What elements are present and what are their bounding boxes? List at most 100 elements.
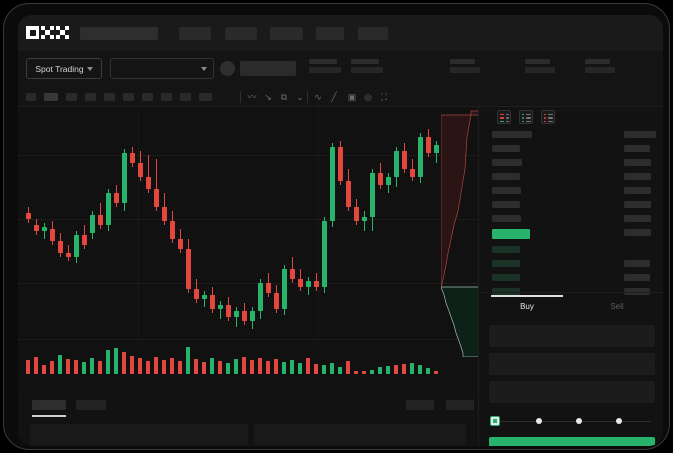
volume-bar bbox=[330, 363, 334, 374]
tab-buy[interactable]: Buy bbox=[520, 302, 534, 311]
pair-coin-icon bbox=[220, 61, 235, 76]
volume-bar bbox=[50, 361, 54, 374]
line-chart-icon[interactable]: 〰 bbox=[247, 92, 257, 102]
indicator-icon[interactable]: ⧉ bbox=[280, 92, 288, 102]
nav-item-markets[interactable] bbox=[225, 27, 257, 40]
submit-buy-button[interactable] bbox=[489, 437, 655, 446]
slider-stop-25[interactable] bbox=[536, 418, 542, 424]
orderbook-price-cell[interactable] bbox=[492, 260, 520, 267]
slider-stop-75[interactable] bbox=[616, 418, 622, 424]
chart-toolbar: 〰 ↘ ⧉ ⌄ ∿ ╱ ▣ ◎ ⛶ bbox=[18, 87, 663, 107]
chevron-down-icon bbox=[201, 66, 207, 71]
orderbook-price-cell[interactable] bbox=[492, 159, 522, 166]
stat-value bbox=[450, 67, 480, 73]
nav-item-web3[interactable] bbox=[316, 27, 344, 40]
volume-bar bbox=[274, 359, 278, 374]
orderbook-price-cell[interactable] bbox=[492, 246, 520, 253]
interval-option-2[interactable] bbox=[66, 93, 77, 101]
tab-open-orders[interactable] bbox=[32, 400, 66, 410]
chevron-down-icon[interactable]: ⌄ bbox=[296, 92, 304, 102]
volume-bar bbox=[210, 358, 214, 374]
toolbar-divider bbox=[240, 91, 241, 103]
volume-bar bbox=[338, 367, 342, 374]
orderbook-size-cell[interactable] bbox=[624, 187, 651, 194]
nav-item-more[interactable] bbox=[358, 27, 388, 40]
active-tab-indicator bbox=[32, 415, 66, 417]
orderbook-price-cell[interactable] bbox=[492, 173, 520, 180]
orderbook-size-cell[interactable] bbox=[624, 201, 651, 208]
orderbook-price-cell[interactable] bbox=[492, 215, 521, 222]
amount-field[interactable] bbox=[489, 353, 655, 375]
candlestick-icon[interactable]: ↘ bbox=[264, 92, 272, 102]
orderbook-rows[interactable] bbox=[479, 129, 663, 309]
orderbook-size-cell[interactable] bbox=[624, 260, 650, 267]
interval-option-9[interactable] bbox=[199, 93, 212, 101]
interval-option-6[interactable] bbox=[142, 93, 153, 101]
orderbook-size-cell[interactable] bbox=[624, 215, 651, 222]
bottom-action-hide[interactable] bbox=[406, 400, 434, 410]
volume-bar bbox=[82, 362, 86, 374]
orderbook-price-cell[interactable] bbox=[492, 288, 520, 295]
interval-option-1[interactable] bbox=[44, 93, 58, 101]
interval-option-8[interactable] bbox=[180, 93, 191, 101]
interval-option-3[interactable] bbox=[85, 93, 96, 101]
interval-option-0[interactable] bbox=[26, 93, 36, 101]
orderbook-bids-icon[interactable] bbox=[519, 110, 533, 124]
bottom-action-cancel-all[interactable] bbox=[446, 400, 474, 410]
amount-slider-handle[interactable] bbox=[490, 416, 500, 426]
settings-icon[interactable]: ◎ bbox=[364, 92, 372, 102]
volume-bar bbox=[58, 355, 62, 374]
interval-option-4[interactable] bbox=[104, 93, 115, 101]
stat-label bbox=[351, 59, 379, 64]
tab-sell[interactable]: Sell bbox=[610, 302, 624, 311]
orderbook-size-cell[interactable] bbox=[624, 229, 651, 236]
orderbook-price-cell[interactable] bbox=[492, 274, 520, 281]
market-type-selector[interactable]: Spot Trading bbox=[26, 58, 102, 79]
total-field[interactable] bbox=[489, 381, 655, 403]
depth-chart-overlay bbox=[441, 110, 478, 357]
orderbook-price-cell[interactable] bbox=[492, 187, 521, 194]
orderbook-size-cell[interactable] bbox=[624, 159, 651, 166]
ruler-icon[interactable]: ╱ bbox=[331, 92, 337, 102]
orderbook-price-cell[interactable] bbox=[492, 201, 520, 208]
nav-item-trade[interactable] bbox=[179, 27, 211, 40]
orderbook-size-cell[interactable] bbox=[624, 145, 650, 152]
orderbook-size-cell[interactable] bbox=[624, 131, 656, 138]
toolbar-divider bbox=[307, 91, 308, 103]
orderbook-current-price[interactable] bbox=[492, 229, 530, 239]
orderbook-size-cell[interactable] bbox=[624, 274, 650, 281]
trading-pair-selector[interactable] bbox=[110, 58, 214, 79]
nav-item-earn[interactable] bbox=[270, 27, 303, 40]
fullscreen-icon[interactable]: ⛶ bbox=[380, 92, 388, 102]
volume-bar bbox=[346, 361, 350, 374]
volume-bar bbox=[202, 362, 206, 374]
volume-bar bbox=[178, 361, 182, 374]
okx-logo-icon[interactable] bbox=[26, 26, 70, 40]
volume-bar bbox=[90, 358, 94, 374]
orderbook-size-cell[interactable] bbox=[624, 288, 650, 295]
volume-bar bbox=[418, 365, 422, 374]
price-chart[interactable] bbox=[18, 107, 478, 392]
orderbook-asks-icon[interactable] bbox=[541, 110, 555, 124]
volume-bar bbox=[34, 357, 38, 374]
camera-icon[interactable]: ▣ bbox=[347, 92, 357, 102]
volume-bar bbox=[370, 370, 374, 374]
slider-stop-50[interactable] bbox=[576, 418, 582, 424]
orderbook-price-cell[interactable] bbox=[492, 131, 532, 138]
amount-slider-track[interactable] bbox=[491, 421, 651, 422]
tab-order-history[interactable] bbox=[76, 400, 106, 410]
stat-24h-low bbox=[450, 59, 480, 73]
top-navigation-bar bbox=[18, 15, 663, 51]
volume-bar bbox=[234, 359, 238, 374]
interval-option-7[interactable] bbox=[161, 93, 172, 101]
orderbook-size-cell[interactable] bbox=[624, 173, 651, 180]
orderbook-price-cell[interactable] bbox=[492, 145, 520, 152]
orderbook-both-icon[interactable] bbox=[497, 110, 511, 124]
volume-bar bbox=[42, 365, 46, 374]
volume-bar bbox=[250, 360, 254, 374]
price-field[interactable] bbox=[489, 325, 655, 347]
global-search-input[interactable] bbox=[80, 27, 158, 40]
interval-option-5[interactable] bbox=[123, 93, 134, 101]
wave-icon[interactable]: ∿ bbox=[314, 92, 322, 102]
